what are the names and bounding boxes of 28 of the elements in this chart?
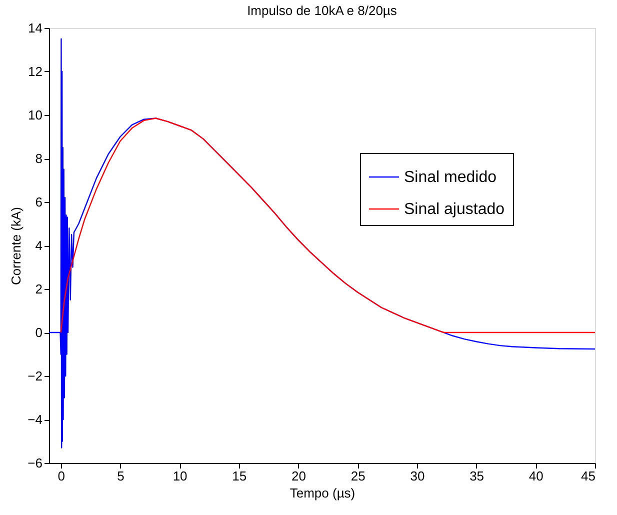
chart-title: Impulso de 10kA e 8/20µs <box>247 3 398 18</box>
y-tick-label: 2 <box>35 282 42 296</box>
y-tick-label: 8 <box>35 151 42 166</box>
y-tick-label: 6 <box>35 194 42 210</box>
x-tick-label: 5 <box>117 468 124 484</box>
line-series <box>49 38 595 448</box>
y-tick-label: −6 <box>28 456 42 470</box>
x-axis-title: Tempo (µs) <box>290 486 356 500</box>
y-tick-label: −4 <box>28 412 42 427</box>
line-series <box>60 118 595 334</box>
x-tick-label: 10 <box>172 468 188 484</box>
x-tick-label: 20 <box>292 468 306 484</box>
x-tick-label: 45 <box>581 468 596 484</box>
legend-label: Sinal medido <box>404 169 497 186</box>
y-tick-label: 10 <box>28 108 42 122</box>
x-tick-label: 0 <box>58 468 65 484</box>
y-tick-label: 0 <box>35 325 42 340</box>
x-tick-label: 30 <box>410 468 425 484</box>
x-tick-label: 35 <box>470 468 484 484</box>
legend-label: Sinal ajustado <box>404 201 505 218</box>
y-tick-label: 14 <box>28 20 42 36</box>
y-tick-label: −2 <box>28 368 42 384</box>
y-tick-label: 12 <box>28 64 42 79</box>
y-tick-label: 4 <box>35 238 42 253</box>
x-tick-label: 40 <box>528 468 544 484</box>
y-axis-title: Corrente (kA) <box>8 206 24 286</box>
x-tick-label: 15 <box>232 468 247 484</box>
x-tick-label: 25 <box>350 468 366 484</box>
